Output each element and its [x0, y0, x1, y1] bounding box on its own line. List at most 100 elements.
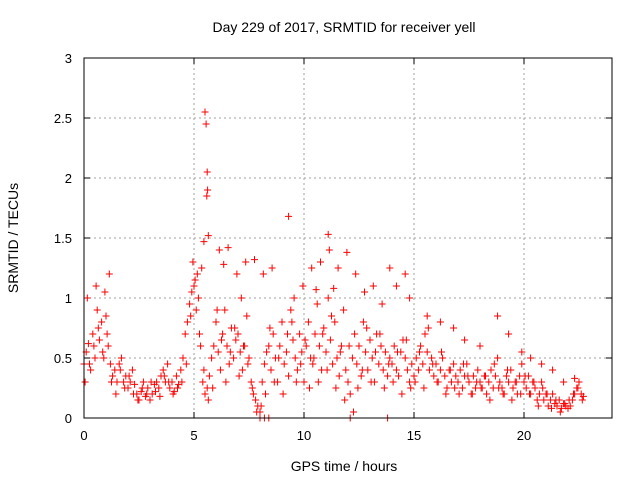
data-point — [159, 366, 167, 374]
data-point — [248, 384, 256, 392]
data-point — [412, 354, 420, 362]
data-point — [424, 324, 432, 332]
data-point — [232, 336, 240, 344]
data-point — [200, 366, 208, 374]
data-point — [394, 348, 401, 356]
data-point — [350, 408, 357, 416]
data-point — [570, 390, 577, 398]
data-point — [219, 330, 227, 338]
data-point — [194, 294, 202, 302]
data-point — [345, 342, 353, 350]
data-point — [313, 300, 321, 308]
data-point — [91, 354, 99, 362]
data-point — [314, 378, 322, 386]
data-point — [538, 378, 546, 386]
data-point — [436, 318, 444, 326]
x-tick-label: 20 — [517, 428, 531, 443]
data-point — [98, 318, 106, 326]
data-point — [165, 378, 173, 386]
data-point — [376, 330, 384, 338]
data-point — [526, 390, 533, 398]
data-point — [341, 396, 349, 404]
data-point — [401, 354, 409, 362]
data-point — [95, 336, 103, 344]
data-point — [131, 380, 139, 388]
data-point — [565, 396, 573, 404]
data-point — [487, 366, 495, 374]
data-point — [251, 256, 258, 264]
data-point — [223, 342, 231, 350]
data-point — [421, 330, 429, 338]
data-point — [199, 378, 207, 386]
data-point — [81, 378, 89, 386]
data-point — [372, 348, 379, 356]
y-axis-label: SRMTID / TECUs — [5, 183, 21, 293]
data-point — [531, 384, 539, 392]
data-point — [284, 330, 291, 338]
data-point — [213, 306, 221, 314]
data-point — [357, 372, 365, 380]
data-point — [146, 396, 154, 404]
data-point — [342, 366, 350, 374]
data-point — [494, 312, 502, 320]
data-point — [411, 378, 419, 386]
data-point — [105, 270, 113, 278]
data-point — [340, 306, 348, 314]
data-point — [300, 378, 308, 386]
data-point — [102, 312, 110, 320]
data-point — [419, 360, 427, 368]
data-point — [416, 348, 423, 356]
data-point — [420, 384, 428, 392]
x-axis-ticks: 0 5 10 15 20 — [80, 58, 531, 443]
data-point — [355, 342, 363, 350]
data-point — [126, 378, 134, 386]
data-point — [486, 396, 494, 404]
data-point — [450, 324, 458, 332]
data-point — [216, 366, 224, 374]
x-tick-label: 10 — [297, 428, 311, 443]
data-point — [225, 360, 233, 368]
data-point — [108, 378, 115, 386]
data-point — [328, 312, 335, 320]
data-point — [230, 354, 238, 362]
data-point — [193, 270, 201, 278]
data-point — [407, 384, 415, 392]
data-point — [389, 378, 397, 386]
data-point — [361, 288, 368, 296]
data-point — [287, 306, 295, 314]
data-point — [259, 270, 267, 278]
data-point — [428, 354, 436, 362]
data-point — [260, 360, 268, 368]
data-point — [330, 284, 338, 292]
data-point — [385, 360, 393, 368]
data-point — [275, 354, 283, 362]
data-point — [296, 330, 304, 338]
y-tick-label: 3 — [65, 51, 72, 66]
data-point — [495, 384, 503, 392]
x-tick-label: 0 — [80, 428, 87, 443]
data-point — [499, 390, 507, 398]
data-point — [443, 384, 451, 392]
data-point — [557, 404, 565, 412]
data-point — [401, 270, 409, 278]
data-point — [203, 192, 211, 200]
data-point — [574, 384, 582, 392]
data-point — [438, 348, 445, 356]
data-point — [548, 404, 555, 412]
data-point — [178, 378, 186, 386]
data-point — [276, 342, 284, 350]
data-point — [257, 402, 265, 410]
data-point — [433, 378, 441, 386]
data-point — [138, 384, 146, 392]
data-point — [116, 366, 124, 374]
y-tick-label: 1.5 — [54, 231, 72, 246]
data-point — [505, 378, 513, 386]
data-point — [353, 360, 361, 368]
data-point — [128, 366, 136, 374]
data-point — [203, 168, 211, 176]
data-point — [566, 402, 574, 410]
data-point — [343, 248, 351, 256]
data-point — [285, 372, 293, 380]
data-point — [220, 260, 228, 268]
data-point — [375, 360, 383, 368]
